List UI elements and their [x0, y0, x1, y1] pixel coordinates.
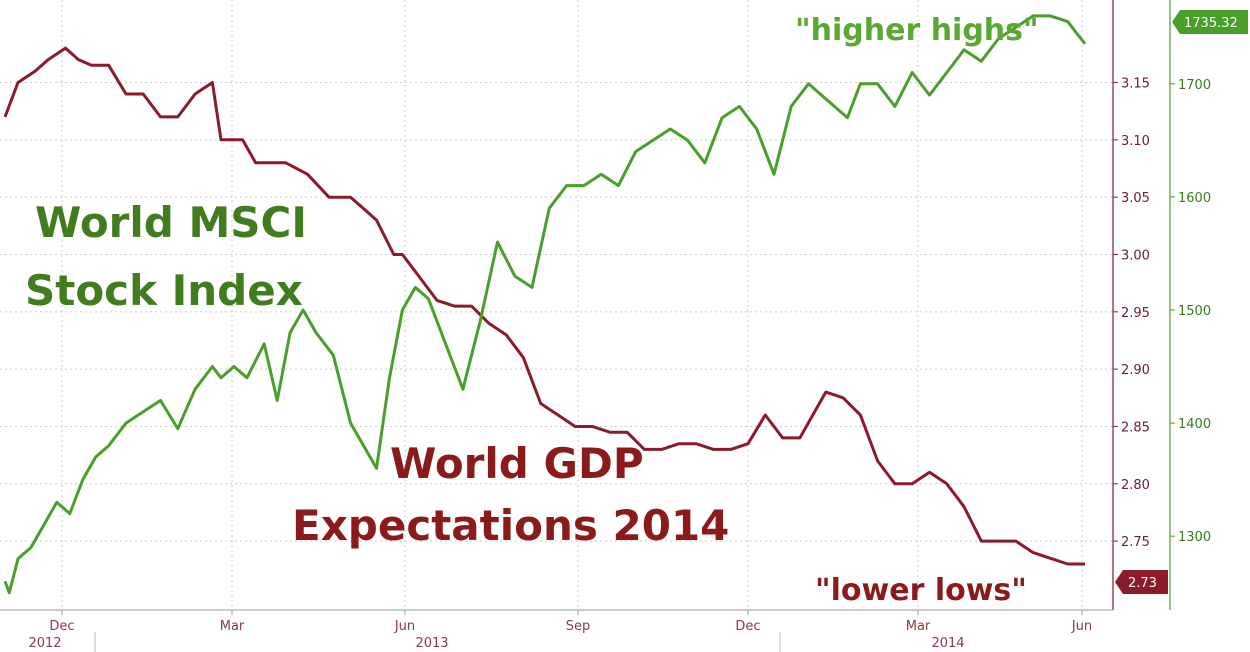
time-axis: Dec Mar Jun Sep Dec Mar Jun 2012 2013 2014: [28, 610, 1092, 652]
y-left-tick-label: 2.95: [1121, 306, 1150, 321]
y-right-tick-label: 1500: [1178, 304, 1211, 319]
annotation-gdp-line2: Expectations 2014: [292, 501, 729, 550]
annotation-gdp-line1: World GDP: [390, 439, 644, 488]
y-left-tick-label: 3.10: [1121, 134, 1150, 149]
series-line-world-msci: [3, 14, 1087, 595]
y-left-tick-label: 2.85: [1121, 420, 1150, 435]
msci-value-axis: 1300 1400 1500 1600 1700: [1170, 78, 1211, 545]
annotation-higher-highs: "higher highs": [795, 13, 1039, 48]
y-left-tick-label: 3.00: [1121, 248, 1150, 263]
y-right-tick-label: 1700: [1178, 78, 1211, 93]
x-tick-label: Mar: [906, 619, 931, 634]
year-label: 2014: [931, 636, 964, 651]
last-value-badge-gdp: 2.73: [1115, 570, 1168, 594]
annotation-msci-line1: World MSCI: [35, 198, 307, 247]
y-right-tick-label: 1400: [1178, 417, 1211, 432]
gdp-value-axis: 2.75 2.80 2.85 2.90 2.95 3.00 3.05 3.10 3.15: [1113, 77, 1150, 550]
x-tick-label: Mar: [220, 619, 245, 634]
x-tick-label: Dec: [735, 619, 760, 634]
last-value-msci: 1735.32: [1184, 16, 1238, 31]
x-tick-label: Dec: [49, 619, 74, 634]
y-left-tick-label: 2.80: [1121, 478, 1150, 493]
y-left-tick-label: 2.90: [1121, 363, 1150, 378]
last-value-gdp: 2.73: [1128, 576, 1157, 591]
annotation-msci-line2: Stock Index: [25, 266, 303, 315]
annotation-lower-lows: "lower lows": [815, 573, 1027, 608]
year-label: 2012: [28, 636, 61, 651]
y-left-tick-label: 3.05: [1121, 191, 1150, 206]
last-value-badge-msci: 1735.32: [1172, 10, 1248, 34]
y-left-tick-label: 3.15: [1121, 77, 1150, 92]
x-tick-label: Sep: [566, 619, 591, 634]
y-right-tick-label: 1600: [1178, 191, 1211, 206]
year-label: 2013: [415, 636, 448, 651]
y-right-tick-label: 1300: [1178, 530, 1211, 545]
series-line-world-gdp-expectations: [3, 46, 1085, 566]
x-tick-label: Jun: [1071, 619, 1092, 634]
x-tick-label: Jun: [394, 619, 415, 634]
y-left-tick-label: 2.75: [1121, 535, 1150, 550]
